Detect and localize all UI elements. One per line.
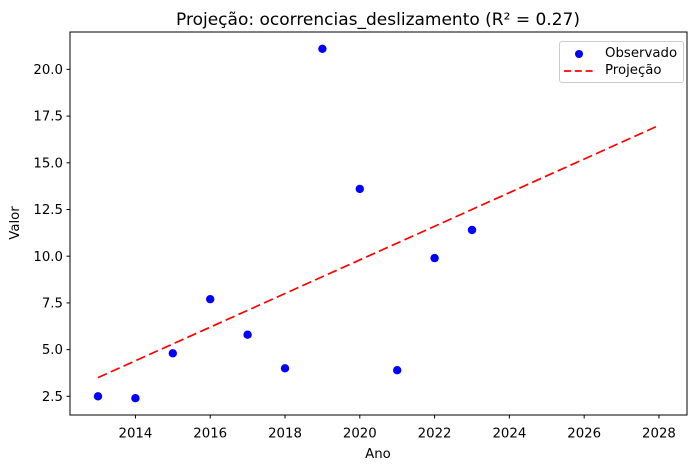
y-tick-label: 7.5 [42,297,63,312]
x-axis-ticks: 2014 2016 2018 2020 2022 2024 2026 2028 [119,415,676,442]
data-point [318,44,327,53]
x-tick-label: 2024 [492,427,526,442]
data-series [93,44,660,403]
y-tick-label: 12.5 [33,203,63,218]
x-tick-label: 2014 [119,427,153,442]
y-tick-label: 10.0 [33,250,63,265]
chart-title: Projeção: ocorrencias_deslizamento (R² =… [176,10,580,30]
y-axis-label: Valor [8,206,23,240]
y-tick-label: 5.0 [42,343,63,358]
plot-frame [69,31,688,416]
x-tick-label: 2028 [642,427,676,442]
data-point [355,184,364,194]
data-point [280,364,290,373]
data-point [430,253,439,263]
data-point [93,392,103,401]
scatter-marker-icon [575,49,583,58]
legend-marker-area [564,49,594,58]
x-tick-label: 2026 [567,427,601,442]
legend: Observado Projeção [559,41,684,83]
legend-label-observado: Observado [605,46,678,61]
legend-label-projecao: Projeção [605,63,662,78]
legend-entry-observado: Observado [564,45,677,62]
data-point [393,366,402,375]
x-tick-label: 2022 [418,427,452,442]
x-axis-label: Ano [365,447,391,462]
data-point [467,225,477,235]
projection-line [97,124,660,379]
y-tick-label: 15.0 [33,156,63,171]
x-tick-label: 2020 [343,427,377,442]
y-tick-label: 17.5 [33,110,63,125]
data-point [243,330,252,339]
x-tick-label: 2016 [193,427,227,442]
legend-entry-projecao: Projeção [564,62,677,79]
legend-marker-area [564,69,594,73]
dashed-line-icon [564,69,594,72]
y-axis-ticks: 2.5 5.0 7.5 10.0 12.5 15.0 17.5 20.0 [33,63,70,405]
data-point [206,295,215,304]
y-tick-label: 20.0 [33,63,63,78]
y-tick-label: 2.5 [42,390,63,405]
x-tick-label: 2018 [268,427,302,442]
data-point [131,394,140,403]
data-point [168,349,177,358]
